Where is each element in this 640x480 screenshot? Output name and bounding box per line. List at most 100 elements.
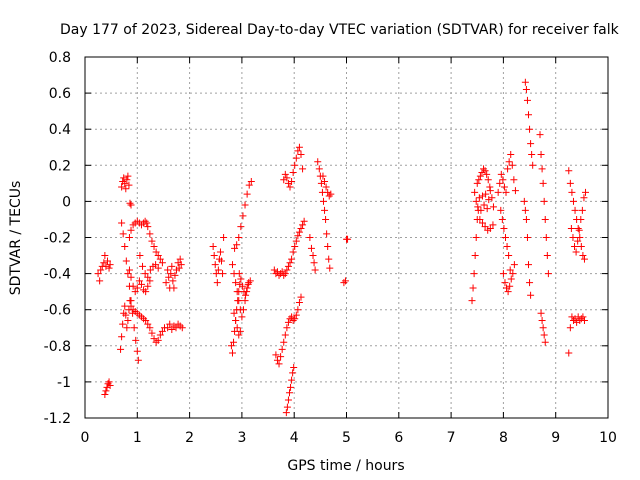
data-point	[314, 158, 322, 166]
data-point	[481, 223, 489, 231]
data-point	[286, 183, 294, 191]
data-point	[106, 382, 114, 390]
data-point	[169, 277, 177, 285]
data-point	[507, 275, 515, 283]
data-point	[150, 243, 158, 251]
data-point	[141, 270, 149, 278]
data-point	[244, 280, 252, 288]
data-point	[498, 215, 506, 223]
data-point	[486, 183, 494, 191]
data-point	[475, 176, 483, 184]
data-point	[288, 255, 296, 263]
data-point	[486, 224, 494, 232]
data-point	[272, 351, 280, 359]
y-tick-label: -0.8	[44, 339, 71, 355]
data-point	[171, 271, 179, 279]
data-point	[295, 143, 303, 151]
data-point	[236, 327, 244, 335]
data-point	[164, 324, 172, 332]
data-point	[144, 282, 152, 290]
data-point	[125, 234, 133, 241]
data-point	[247, 178, 255, 186]
data-point	[283, 174, 291, 182]
series-arc-d6	[497, 206, 514, 274]
data-point	[220, 234, 228, 241]
series-arc-d9	[521, 78, 537, 169]
data-point	[156, 255, 164, 263]
data-point	[483, 205, 491, 213]
data-point	[578, 206, 586, 214]
data-point	[569, 317, 577, 325]
data-point	[569, 197, 577, 205]
data-point	[294, 306, 302, 314]
data-point	[469, 284, 477, 292]
data-point	[126, 199, 134, 207]
data-point	[101, 391, 109, 399]
data-point	[176, 255, 184, 263]
series-arc-a12	[164, 320, 186, 334]
data-point	[174, 259, 182, 267]
data-point	[237, 223, 245, 231]
data-point	[480, 201, 488, 209]
data-point	[525, 111, 533, 119]
data-point	[322, 215, 330, 223]
data-point	[232, 317, 240, 325]
data-point	[118, 183, 126, 191]
data-point	[227, 342, 235, 350]
data-point	[278, 345, 286, 353]
data-point	[572, 248, 580, 256]
y-tick-label: 0.8	[49, 50, 71, 66]
data-point	[506, 282, 514, 290]
data-point	[164, 266, 172, 274]
data-point	[209, 243, 217, 251]
data-point	[142, 317, 150, 325]
data-point	[230, 338, 238, 346]
data-point	[123, 324, 131, 332]
data-point	[503, 284, 511, 292]
y-axis-label: SDTVAR / TECUs	[8, 181, 24, 296]
data-point	[505, 252, 513, 260]
series-arc-c6	[314, 158, 334, 272]
data-point	[537, 150, 545, 158]
data-point	[277, 353, 285, 361]
data-point	[240, 288, 248, 296]
data-point	[165, 273, 173, 281]
data-point	[579, 252, 587, 260]
data-point	[146, 277, 154, 285]
data-point	[299, 221, 307, 229]
series-arc-b6	[235, 270, 254, 299]
data-point	[144, 320, 152, 328]
series-arc-c2	[272, 293, 305, 368]
data-point	[170, 284, 178, 292]
data-point	[292, 237, 300, 245]
data-point	[281, 270, 289, 278]
data-point	[177, 261, 185, 269]
data-points	[94, 78, 590, 417]
data-point	[295, 228, 303, 236]
data-point	[235, 297, 243, 305]
data-point	[300, 217, 308, 225]
series-arc-d4	[476, 215, 497, 234]
data-point	[152, 261, 160, 269]
data-point	[124, 172, 132, 180]
data-point	[141, 217, 149, 225]
series-arc-a7	[125, 266, 154, 296]
data-point	[235, 331, 243, 339]
data-point	[478, 192, 486, 200]
data-point	[538, 165, 546, 173]
data-point	[575, 226, 583, 234]
data-point	[131, 288, 139, 296]
data-point	[178, 324, 186, 332]
data-point	[289, 248, 297, 256]
data-point	[152, 248, 160, 256]
data-point	[500, 183, 508, 191]
data-point	[288, 313, 296, 321]
data-point	[273, 356, 281, 364]
data-point	[321, 206, 329, 214]
data-point	[280, 338, 288, 346]
data-point	[480, 165, 488, 173]
data-point	[527, 140, 535, 148]
series-arc-b1	[209, 234, 228, 287]
data-point	[504, 288, 512, 296]
data-point	[280, 176, 288, 184]
